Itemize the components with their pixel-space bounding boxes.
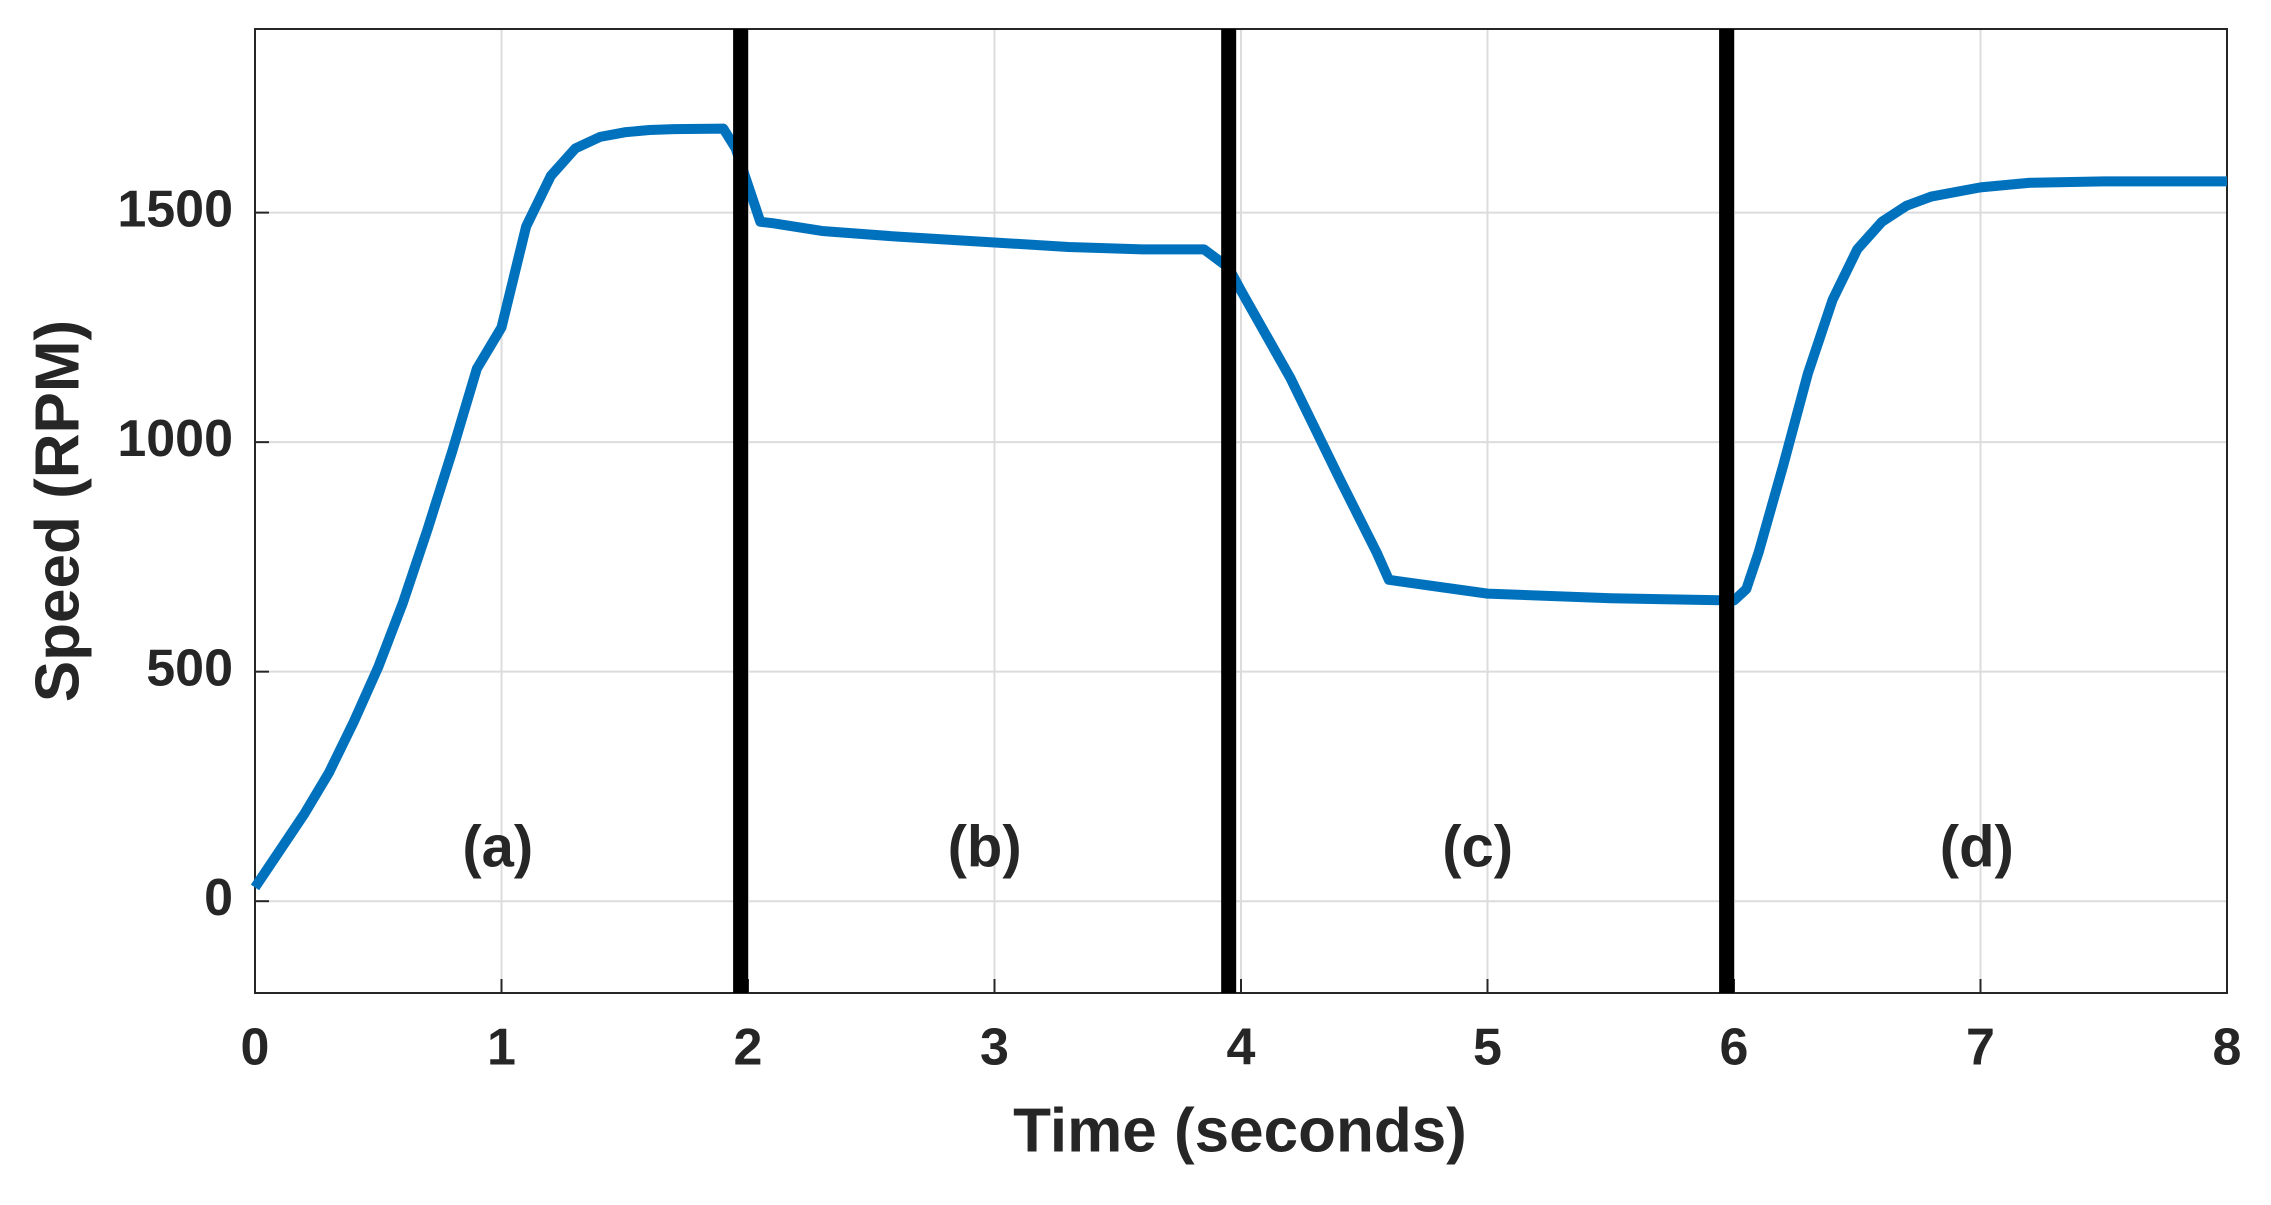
annotation: (a) — [462, 815, 533, 880]
annotation: (d) — [1940, 815, 2014, 880]
x-tick-label: 7 — [1966, 1019, 1995, 1077]
plot-frame — [254, 28, 2228, 994]
annotation: (b) — [948, 815, 1022, 880]
annotation: (c) — [1442, 815, 1513, 880]
x-tick-label: 8 — [2213, 1019, 2242, 1077]
x-tick-label: 2 — [734, 1019, 763, 1077]
y-tick-label: 500 — [146, 639, 233, 697]
line-series — [250, 123, 2227, 891]
x-tick-label: 1 — [487, 1019, 516, 1077]
x-tick-label: 5 — [1473, 1019, 1502, 1077]
x-tick-label: 0 — [241, 1019, 270, 1077]
y-axis-label: Speed (RPM) — [23, 320, 92, 702]
x-tick-label: 4 — [1227, 1019, 1256, 1077]
y-tick-label: 0 — [204, 869, 233, 927]
x-tick-label: 3 — [980, 1019, 1009, 1077]
y-tick-label: 1500 — [117, 180, 233, 238]
y-tick-label: 1000 — [117, 410, 233, 468]
x-axis-label: Time (seconds) — [1013, 1096, 1467, 1165]
x-tick-label: 6 — [1720, 1019, 1749, 1077]
